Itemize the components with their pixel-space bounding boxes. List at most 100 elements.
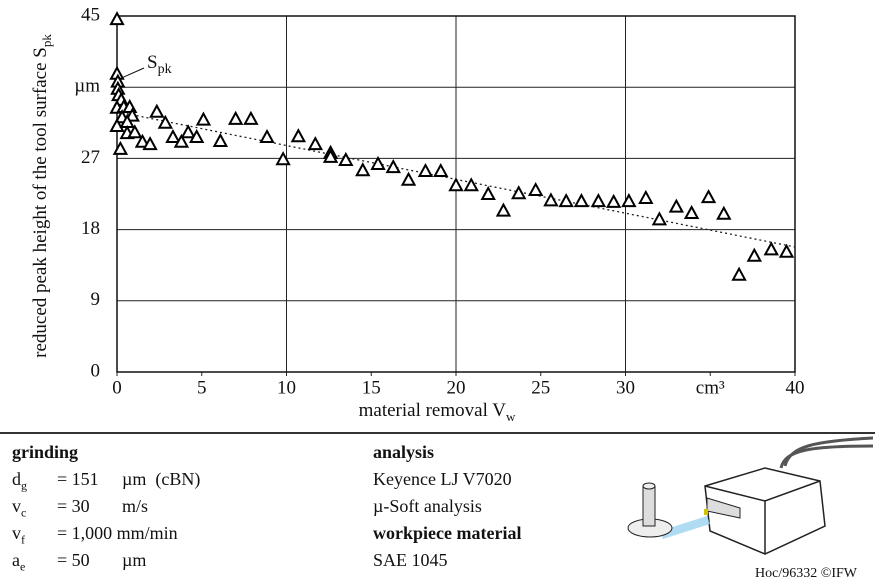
param-value: = 30: [57, 496, 90, 516]
data-point: [716, 205, 732, 220]
symbol: v: [12, 523, 21, 543]
data-point: [157, 114, 173, 129]
data-point: [527, 181, 544, 197]
sensor-illustration: [627, 436, 874, 555]
x-tick-label: 10: [277, 377, 296, 398]
data-point: [142, 136, 158, 151]
x-axis-label: material removal Vw: [359, 400, 516, 424]
data-point: [109, 117, 125, 132]
data-point: [778, 243, 795, 258]
x-tick-label: 25: [531, 377, 550, 398]
data-point: [495, 202, 512, 217]
params-title: grinding: [12, 442, 79, 462]
data-point: [173, 133, 190, 148]
param-symbol: dg: [12, 469, 27, 494]
data-point: [385, 159, 401, 174]
symbol-sub: e: [20, 559, 26, 574]
data-point: [165, 128, 181, 144]
param-value: = 50: [57, 550, 90, 570]
data-point: [573, 193, 590, 208]
x-tick-label: 15: [362, 377, 381, 398]
param-unit: µm: [122, 550, 147, 570]
data-point: [307, 136, 323, 151]
data-point: [638, 189, 654, 204]
chart: reduced peak height of the tool surface …: [30, 4, 805, 424]
data-point: [195, 111, 212, 126]
x-tick-label: 0: [112, 377, 122, 398]
data-point: [621, 193, 637, 208]
data-point: [275, 151, 291, 166]
y-tick-label: 18: [81, 218, 100, 239]
separator: [0, 432, 875, 434]
data-point: [605, 193, 622, 208]
data-point: [338, 151, 354, 166]
data-point: [433, 162, 449, 178]
annotation: Spk: [147, 52, 172, 77]
param-symbol: ae: [12, 550, 25, 575]
data-point: [355, 162, 371, 177]
x-tick-label: 20: [447, 377, 466, 398]
data-point: [763, 241, 779, 256]
footer: Hoc/96332 ©IFW: [755, 566, 858, 581]
data-point: [109, 11, 125, 26]
y-label-sub: pk: [39, 34, 54, 48]
y-axis-label: reduced peak height of the tool surface …: [30, 34, 54, 358]
workpiece-line: SAE 1045: [373, 550, 448, 570]
x-tick-label: 40: [786, 377, 805, 398]
data-point: [746, 247, 763, 262]
data-point: [668, 198, 685, 213]
x-tick-label: 30: [616, 377, 635, 398]
data-point: [243, 110, 259, 125]
data-point: [112, 140, 129, 155]
x-tick-label: 5: [197, 377, 207, 398]
x-label-text: material removal V: [359, 400, 507, 421]
data-point: [180, 124, 196, 139]
workpiece-title: workpiece material: [373, 523, 522, 543]
analysis-title: analysis: [373, 442, 435, 462]
data-point: [683, 204, 700, 219]
param-symbol: vf: [12, 523, 25, 548]
symbol: a: [12, 550, 20, 570]
data-point: [448, 177, 464, 192]
data-point: [480, 185, 496, 200]
data-point: [731, 266, 747, 281]
param-unit: µm (cBN): [122, 469, 201, 489]
y-tick-label: µm: [74, 76, 100, 97]
y-tick-label: 27: [81, 147, 100, 168]
param-symbol: vc: [12, 496, 26, 521]
param-value: = 151: [57, 469, 99, 489]
param-unit: m/s: [122, 496, 149, 516]
analysis-line: µ-Soft analysis: [373, 496, 482, 516]
data-point: [212, 132, 229, 147]
data-point: [558, 193, 574, 208]
data-point: [400, 171, 417, 186]
data-point: [322, 148, 339, 163]
data-point: [590, 193, 607, 208]
x-label-sub: w: [506, 409, 516, 424]
data-point: [417, 162, 434, 178]
data-point: [134, 133, 151, 148]
symbol-sub: f: [21, 532, 25, 547]
y-tick-label: 9: [91, 289, 101, 310]
data-point: [700, 189, 717, 204]
data-point: [511, 185, 527, 200]
annotation-sub: pk: [158, 62, 172, 77]
data-point: [290, 128, 307, 143]
symbol: d: [12, 469, 21, 489]
data-point: [227, 110, 244, 125]
param-value: = 1,000 mm/min: [57, 523, 178, 543]
symbol-sub: g: [21, 478, 27, 493]
data-point: [188, 128, 205, 144]
y-label-text: reduced peak height of the tool surface …: [30, 47, 51, 358]
symbol-sub: c: [21, 505, 27, 520]
plot-frame: [116, 15, 796, 373]
data-point: [127, 124, 143, 139]
symbol: v: [12, 496, 21, 516]
data-point: [370, 155, 386, 170]
y-tick-label: 45: [81, 4, 100, 25]
data-point: [651, 211, 668, 226]
data-point: [463, 177, 479, 192]
analysis-line: Keyence LJ V7020: [373, 469, 512, 489]
y-tick-label: 0: [91, 360, 101, 381]
